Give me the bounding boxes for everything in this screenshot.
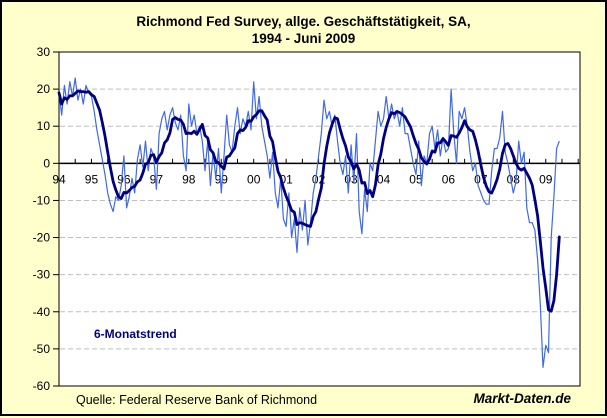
x-tick-label: 06 bbox=[442, 172, 456, 186]
x-tick-label: 94 bbox=[52, 172, 66, 186]
source-caption: Quelle: Federal Reserve Bank of Richmond bbox=[76, 393, 318, 407]
x-tick-label: 95 bbox=[85, 172, 99, 186]
brand-watermark: Markt-Daten.de bbox=[473, 391, 571, 406]
y-tick-label: -50 bbox=[33, 342, 51, 356]
x-tick-label: 96 bbox=[117, 172, 131, 186]
monthly-series-line bbox=[58, 77, 560, 368]
x-tick-label: 09 bbox=[539, 172, 553, 186]
y-tick-label: 10 bbox=[37, 119, 51, 133]
x-tick-label: 99 bbox=[215, 172, 229, 186]
x-tick-label: 08 bbox=[507, 172, 521, 186]
plot-frame bbox=[58, 51, 581, 387]
y-tick-label: 30 bbox=[37, 45, 51, 59]
y-tick-label: -20 bbox=[33, 231, 51, 245]
y-tick-label: -60 bbox=[33, 379, 51, 393]
chart-title-line2: 1994 - Juni 2009 bbox=[251, 31, 356, 46]
x-tick-label: 00 bbox=[247, 172, 261, 186]
x-tick-label: 98 bbox=[182, 172, 196, 186]
trend-series-line bbox=[57, 89, 561, 313]
y-tick-label: 0 bbox=[43, 156, 50, 170]
y-tick-label: 20 bbox=[37, 82, 51, 96]
y-tick-label: -10 bbox=[33, 193, 51, 207]
x-tick-label: 04 bbox=[377, 172, 391, 186]
y-tick-label: -30 bbox=[33, 268, 51, 282]
chart-title: Richmond Fed Survey, allge. Geschäftstät… bbox=[2, 13, 605, 47]
trend-series-label: 6-Monatstrend bbox=[94, 327, 177, 341]
x-tick-label: 05 bbox=[409, 172, 423, 186]
y-tick-label: -40 bbox=[33, 305, 51, 319]
chart-title-line1: Richmond Fed Survey, allge. Geschäftstät… bbox=[136, 14, 471, 29]
